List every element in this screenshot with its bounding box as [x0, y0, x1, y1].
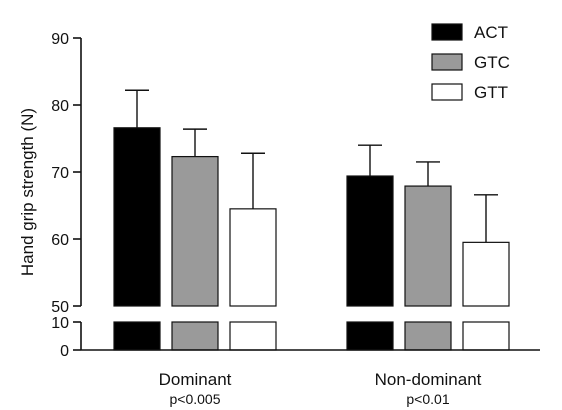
category-label: Non-dominant: [375, 370, 482, 389]
bars-layer: [113, 127, 510, 351]
legend-swatch-gtc: [431, 53, 463, 71]
bar-gtt-1-lower: [462, 321, 510, 351]
bar-gtc-1: [404, 185, 452, 307]
error-bars-layer: [125, 89, 498, 243]
y-tick-label: 90: [51, 31, 69, 48]
category-label: Dominant: [159, 370, 232, 389]
y-tick-label: 60: [51, 232, 69, 249]
y-tick-label: 80: [51, 98, 69, 115]
bar-gtt-0-lower: [229, 321, 277, 351]
y-ticks-layer: 50 60 70 80 90 0 10: [51, 31, 81, 360]
bar-act-1: [346, 175, 394, 307]
category-labels-layer: Dominant p<0.005 Non-dominant p<0.01: [159, 370, 482, 407]
category-p-value: p<0.005: [170, 391, 221, 407]
legend: ACT GTC GTT: [431, 23, 510, 102]
bar-gtc-1-lower: [404, 321, 452, 351]
y-tick-label: 0: [60, 343, 69, 360]
y-tick-label: 70: [51, 165, 69, 182]
legend-label-gtc: GTC: [474, 53, 510, 72]
bar-gtc-0-lower: [171, 321, 219, 351]
legend-label-act: ACT: [474, 23, 508, 42]
bar-act-1-lower: [346, 321, 394, 351]
bar-gtc-0: [171, 155, 219, 307]
legend-swatch-act: [431, 23, 463, 41]
bar-act-0-lower: [113, 321, 161, 351]
bar-act-0: [113, 127, 161, 307]
bar-gtt-0: [229, 208, 277, 307]
y-tick-label: 50: [51, 299, 69, 316]
y-tick-label: 10: [51, 315, 69, 332]
category-p-value: p<0.01: [406, 391, 449, 407]
legend-swatch-gtt: [431, 83, 463, 101]
y-axis-title: Hand grip strength (N): [18, 108, 37, 276]
bar-gtt-1: [462, 241, 510, 307]
legend-label-gtt: GTT: [474, 83, 508, 102]
